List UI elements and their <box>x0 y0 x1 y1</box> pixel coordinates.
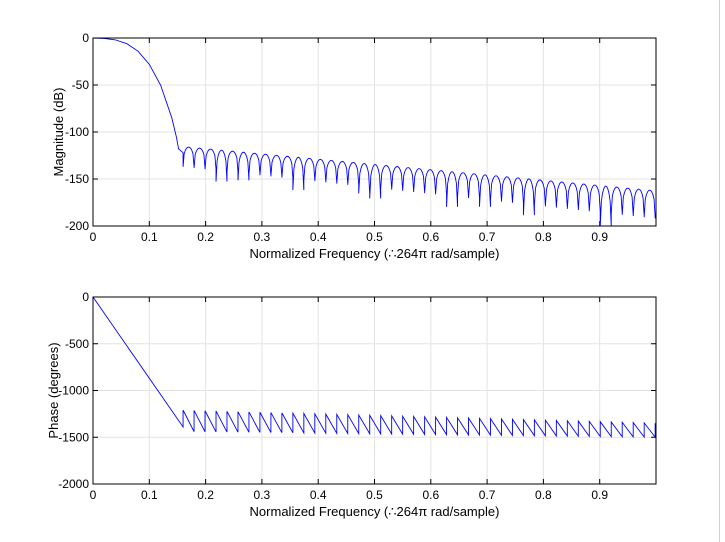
x-tick-label: 0.7 <box>479 488 496 502</box>
y-tick-label: -150 <box>65 172 89 186</box>
window-edge <box>719 0 720 542</box>
x-axis-label: Normalized Frequency (∴264π rad/sample) <box>250 504 500 519</box>
x-tick-label: 0.5 <box>366 230 383 244</box>
x-tick-label: 0.6 <box>422 488 439 502</box>
x-tick-label: 0.7 <box>479 230 496 244</box>
phase-series-line <box>92 296 657 439</box>
y-tick-label: -200 <box>65 219 89 233</box>
x-tick-label: 0 <box>90 488 97 502</box>
phase-plot: 0 0.1 0.2 0.3 0.4 0.5 0.6 0.7 0.8 0.9 0 -500 -1000 -1… <box>46 290 657 519</box>
magnitude-axes-box <box>92 37 657 227</box>
y-tick-label: 0 <box>82 31 89 45</box>
y-tick-label: -500 <box>65 337 89 351</box>
x-tick-label: 0.2 <box>197 230 214 244</box>
y-tick-label: -2000 <box>58 477 89 491</box>
y-axis-label: Phase (degrees) <box>46 342 61 438</box>
x-tick-label: 0.1 <box>141 230 158 244</box>
magnitude-series-line <box>92 37 656 227</box>
y-tick-label: -1000 <box>58 384 89 398</box>
x-tick-label: 0.2 <box>197 488 214 502</box>
x-tick-label: 0.1 <box>141 488 158 502</box>
x-tick-label: 0.3 <box>254 230 271 244</box>
y-tick-label: -1500 <box>58 430 89 444</box>
y-tick-label: 0 <box>82 290 89 304</box>
x-tick-label: 0.8 <box>535 230 552 244</box>
y-axis-label: Magnitude (dB) <box>51 88 66 177</box>
x-tick-label: 0.5 <box>366 488 383 502</box>
y-tick-label: -100 <box>65 125 89 139</box>
x-tick-label: 0.4 <box>310 230 327 244</box>
x-tick-label: 0.6 <box>422 230 439 244</box>
x-tick-label: 0.8 <box>535 488 552 502</box>
magnitude-plot: 0 0.1 0.2 0.3 0.4 0.5 0.6 0.7 0.8 0.9 0 -50 -100 -150… <box>51 31 657 261</box>
phase-axes-box <box>92 296 657 485</box>
x-tick-label: 0.3 <box>254 488 271 502</box>
x-tick-label: 0.9 <box>591 230 608 244</box>
x-tick-label: 0.4 <box>310 488 327 502</box>
x-axis-label: Normalized Frequency (∴264π rad/sample) <box>250 246 500 261</box>
x-tick-label: 0 <box>90 230 97 244</box>
x-tick-label: 0.9 <box>591 488 608 502</box>
y-tick-label: -50 <box>72 78 90 92</box>
